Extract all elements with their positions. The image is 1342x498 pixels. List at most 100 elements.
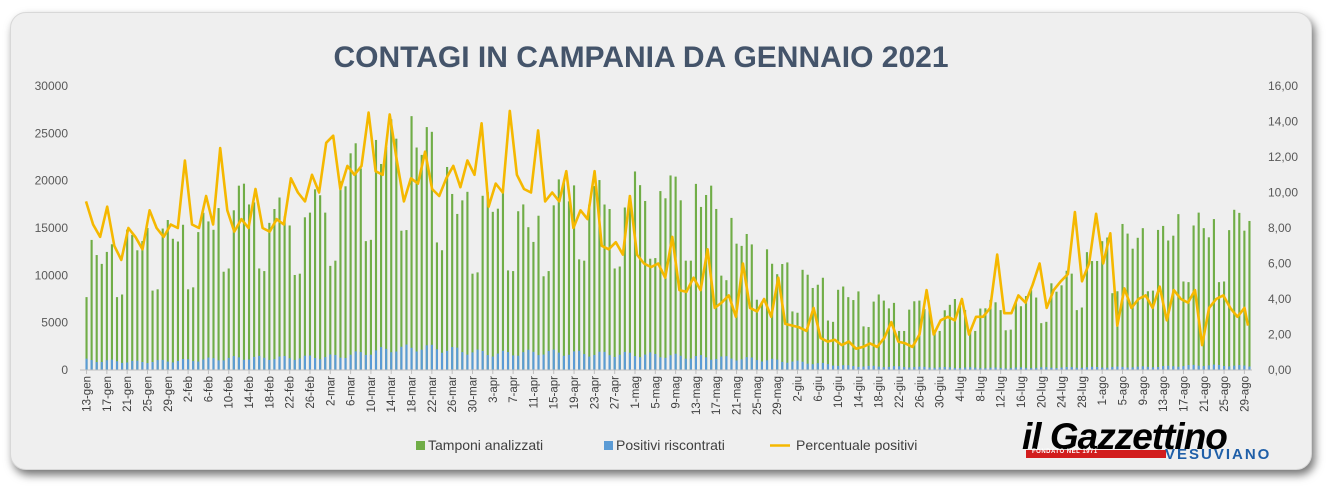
bar-tamponi [557, 179, 560, 370]
bar-tamponi [903, 330, 906, 370]
bar-tamponi [207, 221, 210, 370]
bar-tamponi [313, 189, 317, 370]
bar-positivi [451, 347, 454, 370]
bar-positivi [380, 347, 383, 370]
bar-tamponi [222, 271, 225, 370]
x-tick-label: 6-mar [346, 376, 358, 406]
x-tick-label: 19-apr [569, 376, 581, 409]
x-tick-label: 6-giu [813, 376, 825, 402]
bar-tamponi [674, 176, 677, 370]
x-tick-label: 21-gen [122, 376, 134, 412]
bar-positivi [446, 350, 449, 370]
bar-positivi [1243, 365, 1246, 370]
bar-tamponi [1035, 297, 1038, 370]
bar-positivi [974, 367, 977, 370]
bar-tamponi [410, 116, 413, 370]
bar-positivi [506, 352, 510, 370]
bar-positivi [608, 355, 611, 370]
bar-positivi [501, 350, 505, 370]
bar-tamponi [689, 260, 692, 370]
bar-positivi [222, 360, 225, 370]
bar-positivi [644, 354, 647, 370]
bar-tamponi [958, 305, 962, 370]
bar-tamponi [649, 258, 652, 370]
x-tick-label: 5-mag [650, 376, 662, 409]
bar-positivi [131, 360, 134, 370]
bar-positivi [85, 358, 88, 370]
bar-tamponi [237, 185, 240, 370]
bar-positivi [994, 367, 997, 370]
bar-tamponi [110, 244, 113, 370]
bar-positivi [354, 351, 357, 370]
bar-positivi [1080, 367, 1083, 370]
bar-tamponi [1040, 323, 1043, 370]
bar-positivi [547, 351, 550, 370]
bar-tamponi [664, 198, 667, 370]
bar-tamponi [964, 309, 967, 370]
bar-positivi [232, 356, 235, 370]
bar-tamponi [1233, 209, 1236, 370]
bar-positivi [1202, 366, 1205, 370]
bar-tamponi [618, 266, 621, 370]
bar-tamponi [359, 168, 362, 370]
bar-positivi [110, 359, 113, 370]
bar-positivi [720, 356, 723, 370]
bar-positivi [745, 357, 748, 370]
x-tick-label: 29-gen [163, 376, 175, 412]
bar-tamponi [481, 195, 484, 370]
bar-tamponi [562, 182, 565, 370]
x-tick-label: 10-feb [224, 376, 236, 409]
y2-tick-label: 16,00 [1268, 79, 1298, 93]
bar-tamponi [999, 310, 1002, 370]
logo-brand: il Gazzettino [1022, 416, 1228, 457]
bar-tamponi [979, 308, 982, 370]
bar-positivi [1004, 368, 1007, 370]
bar-positivi [913, 367, 916, 370]
bar-positivi [760, 361, 764, 370]
bar-positivi [862, 366, 865, 370]
bar-tamponi [1101, 241, 1104, 370]
bar-tamponi [349, 153, 352, 370]
bar-positivi [1116, 366, 1119, 370]
bar-tamponi [161, 228, 164, 370]
y-tick-label: 15000 [35, 221, 69, 235]
bar-positivi [837, 365, 840, 370]
bar-positivi [618, 354, 621, 370]
y-tick-label: 10000 [35, 268, 69, 282]
bar-positivi [400, 346, 403, 370]
bar-positivi [659, 357, 662, 370]
y2-tick-label: 6,00 [1268, 257, 1292, 271]
x-tick-label: 1-ago [1097, 376, 1109, 405]
bar-positivi [273, 359, 276, 370]
bar-tamponi [369, 239, 372, 370]
bar-positivi [151, 362, 154, 370]
bar-tamponi [212, 229, 215, 370]
bar-tamponi [730, 217, 733, 370]
bar-tamponi [430, 131, 433, 370]
x-tick-label: 24-lug [1057, 376, 1069, 408]
bar-positivi [989, 367, 992, 370]
bar-tamponi [522, 204, 525, 370]
bar-positivi [512, 355, 515, 370]
bar-tamponi [501, 188, 505, 370]
y2-tick-label: 0,00 [1268, 363, 1292, 377]
bar-positivi [115, 361, 119, 370]
bar-positivi [364, 354, 367, 370]
bar-positivi [435, 349, 439, 370]
bar-positivi [938, 367, 941, 370]
bar-positivi [710, 359, 713, 370]
x-tick-label: 30-giu [935, 376, 947, 408]
legend-swatch [604, 441, 613, 450]
bar-tamponi [268, 222, 271, 370]
bar-tamponi [217, 208, 220, 370]
bar-positivi [740, 359, 743, 370]
x-tick-label: 18-giu [874, 376, 886, 408]
bar-tamponi [694, 183, 697, 370]
bar-tamponi [171, 238, 174, 370]
bar-positivi [984, 368, 987, 370]
bar-positivi [425, 345, 428, 370]
bar-positivi [136, 360, 139, 370]
bar-tamponi [628, 195, 631, 370]
bar-tamponi [466, 191, 469, 370]
